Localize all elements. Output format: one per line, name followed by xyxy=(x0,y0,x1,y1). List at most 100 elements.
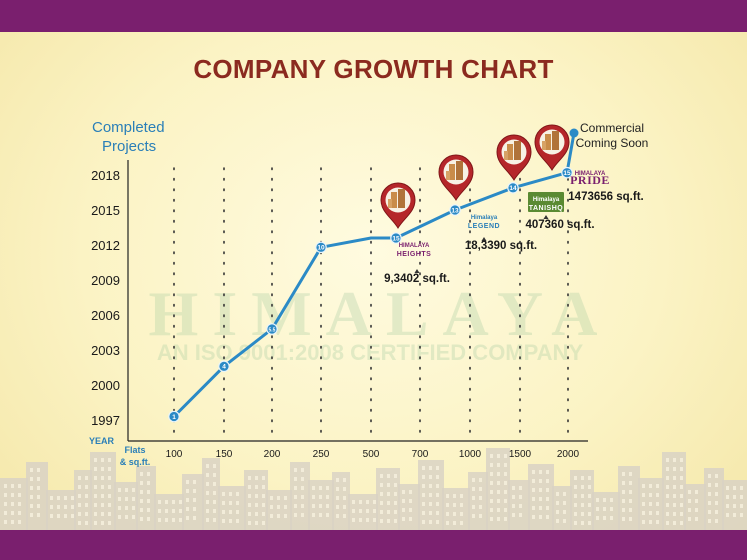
skyline-window xyxy=(666,467,669,471)
skyline-window xyxy=(429,466,432,470)
skyline-window xyxy=(179,518,182,522)
y-tick-label: 2012 xyxy=(91,238,120,253)
annotation-arrow-icon xyxy=(481,237,487,241)
skyline-window xyxy=(255,476,258,480)
skyline-window xyxy=(11,484,14,488)
skyline-building xyxy=(468,472,488,530)
skyline-window xyxy=(248,476,251,480)
skyline-window xyxy=(581,485,584,489)
skyline-window xyxy=(680,521,683,525)
skyline-window xyxy=(680,503,683,507)
skyline-window xyxy=(4,520,7,524)
skyline-window xyxy=(519,495,522,499)
skyline-window xyxy=(147,472,150,476)
skyline-window xyxy=(610,516,613,520)
skyline-window xyxy=(740,513,743,517)
skyline-window xyxy=(642,511,645,515)
skyline-window xyxy=(622,490,625,494)
skyline-window xyxy=(118,515,121,519)
skyline-window xyxy=(248,521,251,525)
skyline-window xyxy=(588,485,591,489)
skyline-window xyxy=(563,492,566,496)
skyline-window xyxy=(666,476,669,480)
skyline-window xyxy=(666,512,669,516)
skyline-window xyxy=(147,508,150,512)
skyline-window xyxy=(125,488,128,492)
watermark-tagline: AN ISO 9001:2008 CERTIFIED COMPANY xyxy=(157,340,584,365)
skyline-window xyxy=(236,519,239,523)
skyline-window xyxy=(343,496,346,500)
skyline-window xyxy=(673,512,676,516)
skyline-window xyxy=(373,500,376,504)
skyline-building xyxy=(136,466,156,530)
skyline-window xyxy=(581,503,584,507)
area-annotation: 1473656 sq.ft. xyxy=(568,191,643,203)
skyline-window xyxy=(64,514,67,518)
skyline-window xyxy=(277,505,280,509)
skyline-building xyxy=(332,472,350,530)
skyline-building xyxy=(704,468,724,530)
skyline-window xyxy=(57,505,60,509)
skyline-window xyxy=(326,486,329,490)
skyline-window xyxy=(336,514,339,518)
skyline-window xyxy=(715,492,718,496)
series-end-point xyxy=(569,128,579,138)
skyline-window xyxy=(11,520,14,524)
skyline-window xyxy=(519,504,522,508)
skyline-window xyxy=(222,501,225,505)
skyline-window xyxy=(132,488,135,492)
skyline-window xyxy=(140,490,143,494)
project-logo-line-2: HEIGHTS xyxy=(397,251,432,258)
skyline-window xyxy=(125,515,128,519)
skyline-window xyxy=(294,477,297,481)
skyline-window xyxy=(37,477,40,481)
skyline-window xyxy=(50,505,53,509)
skyline-window xyxy=(301,504,304,508)
skyline-window xyxy=(649,502,652,506)
skyline-window xyxy=(94,503,97,507)
map-pin-icon xyxy=(438,154,474,201)
skyline-window xyxy=(666,485,669,489)
skyline-window xyxy=(193,516,196,520)
y-axis-title-line-2: Projects xyxy=(102,138,157,155)
skyline-window xyxy=(387,510,390,514)
skyline-window xyxy=(326,495,329,499)
skyline-window xyxy=(213,491,216,495)
skyline-window xyxy=(649,484,652,488)
top-band xyxy=(0,0,747,32)
skyline-window xyxy=(708,474,711,478)
skyline-window xyxy=(213,464,216,468)
skyline-window xyxy=(294,513,297,517)
skyline-window xyxy=(85,521,88,525)
skyline-window xyxy=(429,484,432,488)
data-point xyxy=(315,241,327,254)
skyline-window xyxy=(453,494,456,498)
skyline-window xyxy=(546,488,549,492)
skyline-window xyxy=(101,476,104,480)
skyline-window xyxy=(213,500,216,504)
skyline-window xyxy=(733,513,736,517)
skyline-window xyxy=(688,499,691,503)
skyline-window xyxy=(715,501,718,505)
skyline-window xyxy=(479,496,482,500)
map-pin-icon xyxy=(380,182,416,229)
skyline-window xyxy=(165,518,168,522)
skyline-window xyxy=(193,489,196,493)
skyline-window xyxy=(18,493,21,497)
skyline-window xyxy=(312,513,315,517)
skyline-window xyxy=(649,511,652,515)
skyline-window xyxy=(359,500,362,504)
skyline-window xyxy=(193,480,196,484)
skyline-window xyxy=(504,463,507,467)
data-point xyxy=(168,410,180,423)
skyline-window xyxy=(402,499,405,503)
skyline-window xyxy=(629,490,632,494)
bottom-band xyxy=(0,530,747,560)
skyline-window xyxy=(512,513,515,517)
skyline-window xyxy=(147,481,150,485)
skyline-window xyxy=(479,514,482,518)
skyline-window xyxy=(409,490,412,494)
skyline-window xyxy=(85,512,88,516)
area-annotation: 18,3390 sq.ft. xyxy=(465,240,537,252)
skyline-window xyxy=(255,512,258,516)
